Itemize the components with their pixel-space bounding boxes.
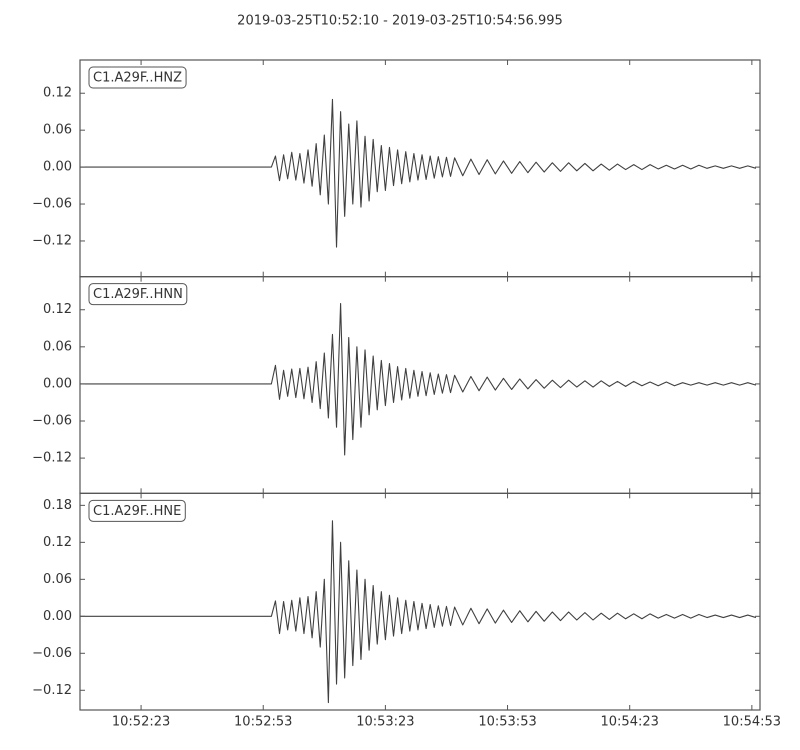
y-tick-label: 0.12: [43, 535, 72, 550]
y-tick-label: 0.00: [43, 160, 72, 175]
y-tick-label: 0.12: [43, 302, 72, 317]
y-tick-label: 0.06: [43, 572, 72, 587]
panel-frame: [79, 492, 761, 711]
x-tick-label: 10:54:23: [601, 715, 659, 730]
legend-label: C1.A29F..HNE: [93, 504, 181, 519]
chart-title: 2019-03-25T10:52:10 - 2019-03-25T10:54:5…: [237, 14, 563, 29]
legend-box: [88, 283, 188, 306]
y-tick-label: −0.06: [32, 646, 72, 661]
y-tick-label: 0.06: [43, 123, 72, 138]
legend-label: C1.A29F..HNN: [93, 287, 183, 302]
y-tick-label: 0.18: [43, 498, 72, 513]
x-tick-label: 10:54:53: [723, 715, 781, 730]
y-tick-label: 0.00: [43, 609, 72, 624]
legend-box: [88, 66, 187, 89]
y-tick-label: −0.12: [32, 683, 72, 698]
legend-box: [88, 499, 186, 522]
y-tick-label: −0.06: [32, 414, 72, 429]
y-tick-label: 0.12: [43, 86, 72, 101]
y-tick-label: 0.06: [43, 339, 72, 354]
trace: [80, 303, 757, 456]
trace: [80, 98, 757, 248]
y-tick-label: −0.12: [32, 451, 72, 466]
x-tick-label: 10:52:23: [112, 715, 170, 730]
x-tick-label: 10:52:53: [234, 715, 292, 730]
legend-label: C1.A29F..HNZ: [93, 71, 182, 86]
y-tick-label: −0.12: [32, 233, 72, 248]
x-tick-label: 10:53:53: [478, 715, 536, 730]
x-tick-label: 10:53:23: [356, 715, 414, 730]
trace: [80, 520, 757, 704]
y-tick-label: 0.00: [43, 376, 72, 391]
y-tick-label: −0.06: [32, 197, 72, 212]
